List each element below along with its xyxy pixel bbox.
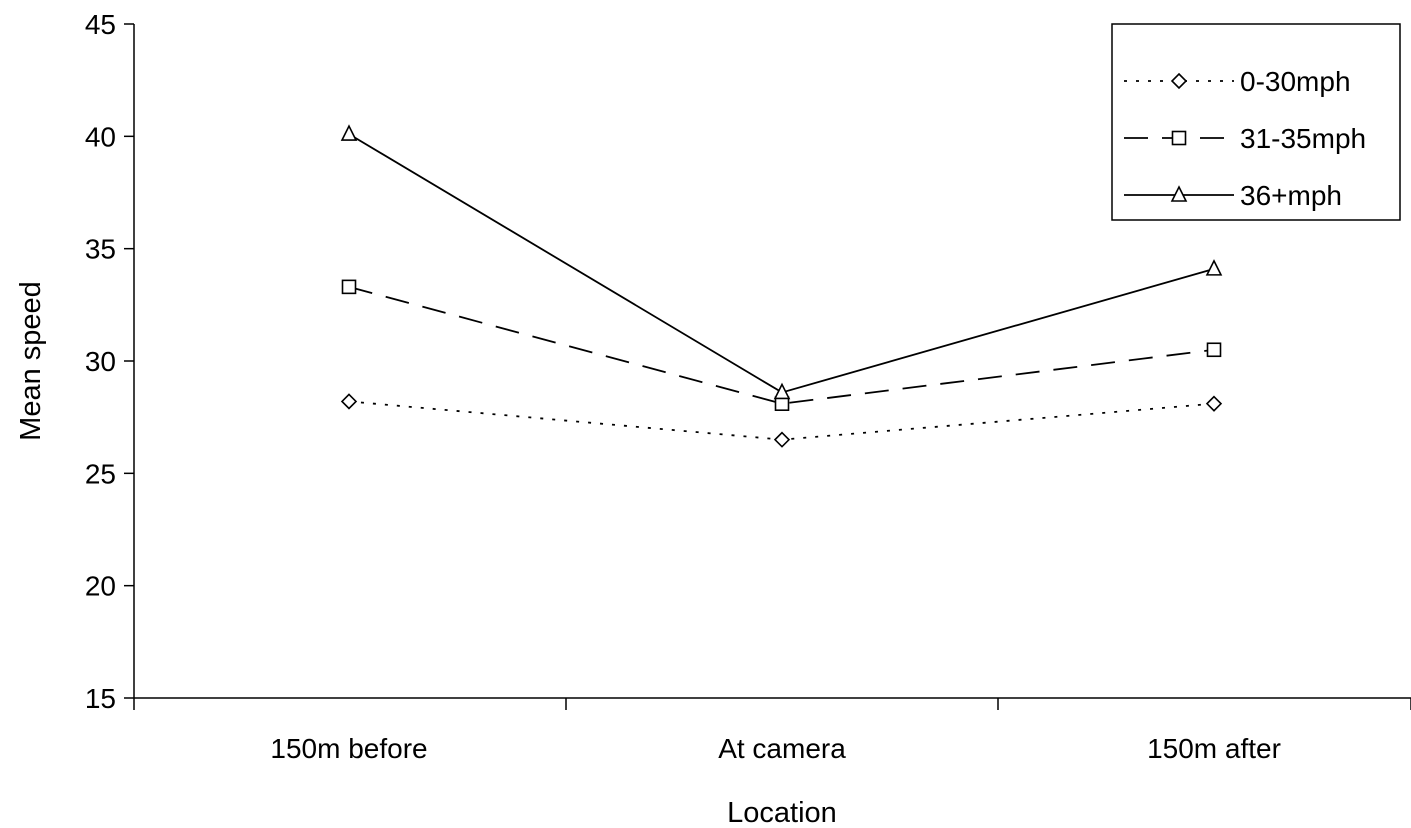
- y-tick-label: 40: [85, 121, 116, 152]
- data-point-marker: [773, 431, 791, 448]
- legend-item: 0-30mph: [1124, 66, 1351, 97]
- data-point-marker: [1205, 259, 1223, 276]
- data-point-marker: [1205, 395, 1223, 412]
- series-line-31-35mph: [348, 285, 1215, 405]
- legend-label: 0-30mph: [1240, 66, 1351, 97]
- y-axis-title: Mean speed: [15, 281, 47, 441]
- series-line-36+mph: [348, 133, 1215, 394]
- data-point-marker: [340, 393, 358, 410]
- legend-item: 36+mph: [1124, 180, 1342, 211]
- y-axis-ticks: 15 20 25 30 35 40 45: [85, 9, 134, 714]
- x-tick-label: At camera: [718, 733, 846, 764]
- x-axis-title: Location: [727, 797, 837, 828]
- y-tick-label: 35: [85, 234, 116, 265]
- x-tick-label: 150m before: [270, 733, 427, 764]
- y-tick-label: 30: [85, 346, 116, 377]
- y-tick-label: 25: [85, 458, 116, 489]
- y-tick-label: 45: [85, 9, 116, 40]
- data-point-marker: [341, 279, 357, 295]
- series-markers: [340, 124, 1223, 448]
- x-tick-label: 150m after: [1147, 733, 1281, 764]
- legend-item: 31-35mph: [1124, 123, 1366, 154]
- data-point-marker: [340, 124, 358, 141]
- y-tick-label: 20: [85, 571, 116, 602]
- legend-marker: [1171, 130, 1187, 146]
- legend-marker: [1170, 72, 1188, 90]
- y-tick-label: 15: [85, 683, 116, 714]
- data-point-marker: [1206, 342, 1222, 358]
- legend-marker: [1170, 185, 1188, 202]
- legend-label: 36+mph: [1240, 180, 1342, 211]
- legend-label: 31-35mph: [1240, 123, 1366, 154]
- legend-box: [1111, 23, 1401, 221]
- x-axis-ticks: 150m before At camera 150m after: [133, 698, 1411, 764]
- data-point-marker: [773, 382, 791, 400]
- legend: 0-30mph 31-35mph 36+mph: [1111, 23, 1401, 221]
